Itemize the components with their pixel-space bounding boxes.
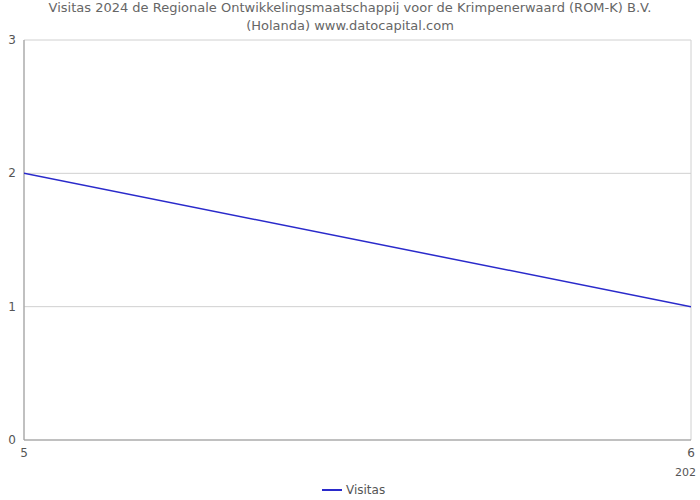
y-axis — [24, 40, 25, 440]
grid-line — [24, 306, 691, 307]
x-tick-label: 5 — [20, 446, 28, 460]
grid-line — [24, 40, 691, 41]
x-axis-label: 202 — [675, 466, 696, 479]
y-tick-label: 0 — [8, 433, 16, 447]
grid-line — [24, 40, 25, 440]
series-line — [24, 173, 691, 306]
grid-line — [24, 440, 691, 441]
x-axis — [24, 440, 691, 441]
legend-swatch — [322, 489, 342, 491]
title: Visitas 2024 de Regionale Ontwikkelingsm… — [49, 0, 652, 15]
title: (Holanda) www.datocapital.com — [246, 18, 454, 33]
y-tick-label: 1 — [8, 300, 16, 314]
x-tick-label: 6 — [687, 446, 695, 460]
chart: Visitas 2024 de Regionale Ontwikkelingsm… — [0, 0, 700, 500]
y-tick-label: 2 — [8, 166, 16, 180]
legend-label: Visitas — [346, 483, 385, 497]
grid-line — [24, 173, 691, 174]
plot-area — [24, 173, 691, 306]
grid-line — [691, 40, 692, 440]
y-tick-label: 3 — [8, 33, 16, 47]
